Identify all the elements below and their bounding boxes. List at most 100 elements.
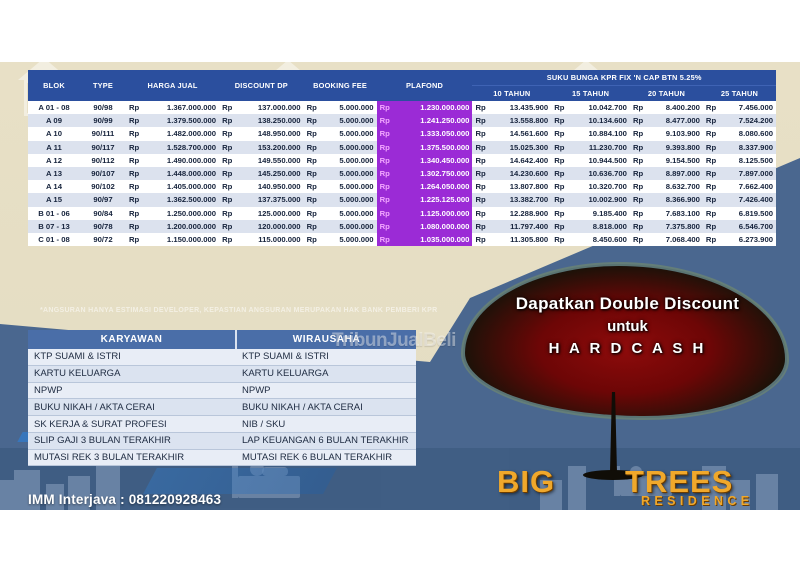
blok-cell: A 09 (28, 114, 80, 128)
table-footnote: *ANGSURAN HANYA ESTIMASI DEVELOPER, KEPA… (40, 307, 438, 314)
tenor-25-cell: 8.080.600 (721, 127, 776, 141)
building-icon (14, 470, 40, 510)
currency-symbol: Rp (376, 232, 399, 247)
tenor-10-cell: 15.025.300 (491, 140, 552, 154)
harga-jual-cell: 1.150.000.000 (145, 232, 220, 247)
harga-jual-cell: 1.367.000.000 (145, 101, 220, 115)
currency-symbol: Rp (376, 166, 399, 181)
tenor-15-cell: 10.042.700 (570, 101, 630, 115)
type-cell: 90/107 (80, 166, 126, 181)
currency-symbol: Rp (126, 140, 145, 154)
table-row: B 01 - 06 90/84 Rp 1.250.000.000 Rp 125.000.0… (28, 206, 776, 220)
tenor-25-cell: 8.337.900 (721, 140, 776, 154)
bed-icon (614, 466, 620, 496)
list-item: BUKU NIKAH / AKTA CERAI BUKU NIKAH / AKTA… (28, 398, 416, 417)
blok-cell: B 01 - 06 (28, 206, 80, 220)
currency-symbol: Rp (303, 193, 323, 207)
building-icon (96, 464, 120, 510)
tenor-15-cell: 10.320.700 (570, 180, 630, 194)
table-row: A 09 90/99 Rp 1.379.500.000 Rp 138.250.000 Rp 5… (28, 114, 776, 128)
wirausaha-requirement: BUKU NIKAH / AKTA CERAI (236, 398, 416, 417)
currency-symbol: Rp (376, 140, 399, 154)
currency-symbol: Rp (702, 140, 722, 154)
list-item: KARTU KELUARGA KARTU KELUARGA (28, 365, 416, 383)
tenor-25-cell: 6.273.900 (721, 232, 776, 247)
bed-icon (620, 476, 672, 496)
harga-jual-cell: 1.528.700.000 (145, 140, 220, 154)
booking-fee-cell: 5.000.000 (322, 193, 377, 207)
currency-symbol: Rp (303, 166, 323, 181)
blok-cell: A 15 (28, 193, 80, 207)
tree-base-icon (583, 470, 643, 480)
wirausaha-requirement: KTP SUAMI & ISTRI (236, 349, 416, 366)
wirausaha-requirement: NPWP (236, 382, 416, 400)
col-header-15-tahun: 15 TAHUN (551, 85, 630, 101)
tenor-25-cell: 7.662.400 (721, 180, 776, 194)
discount-dp-cell: 137.375.000 (238, 193, 304, 207)
building-icon (46, 484, 64, 510)
tenor-25-cell: 7.426.400 (721, 193, 776, 207)
table-row: A 01 - 08 90/98 Rp 1.367.000.000 Rp 137.000.0… (28, 101, 776, 115)
table-row: B 07 - 13 90/78 Rp 1.200.000.000 Rp 120.000.0… (28, 219, 776, 233)
building-icon (568, 466, 586, 510)
booking-fee-cell: 5.000.000 (322, 127, 377, 141)
currency-symbol: Rp (629, 166, 649, 181)
currency-symbol: Rp (219, 153, 239, 167)
karyawan-requirement: KTP SUAMI & ISTRI (28, 349, 236, 366)
currency-symbol: Rp (551, 153, 571, 167)
type-cell: 90/78 (80, 219, 126, 233)
blok-cell: A 13 (28, 166, 80, 181)
currency-symbol: Rp (472, 232, 492, 247)
tenor-25-cell: 6.546.700 (721, 219, 776, 233)
table-row: A 13 90/107 Rp 1.448.000.000 Rp 145.250.000 Rp… (28, 166, 776, 181)
building-icon (540, 480, 562, 510)
currency-symbol: Rp (629, 114, 649, 128)
blok-cell: A 01 - 08 (28, 101, 80, 115)
col-header-10-tahun: 10 TAHUN (472, 85, 552, 101)
currency-symbol: Rp (472, 140, 492, 154)
tenor-20-cell: 9.154.500 (648, 153, 703, 167)
booking-fee-cell: 5.000.000 (322, 153, 377, 167)
booking-fee-cell: 5.000.000 (322, 219, 377, 233)
requirements-table: KARYAWAN WIRAUSAHA KTP SUAMI & ISTRI KTP … (28, 330, 416, 467)
list-item: KTP SUAMI & ISTRI KTP SUAMI & ISTRI (28, 349, 416, 366)
list-item: SK KERJA & SURAT PROFESI NIB / SKU (28, 415, 416, 433)
currency-symbol: Rp (126, 127, 145, 141)
currency-symbol: Rp (702, 166, 722, 181)
karyawan-requirement: BUKU NIKAH / AKTA CERAI (28, 398, 236, 417)
tenor-15-cell: 9.185.400 (570, 206, 630, 220)
currency-symbol: Rp (126, 114, 145, 128)
blok-cell: A 14 (28, 180, 80, 194)
currency-symbol: Rp (629, 232, 649, 247)
col-header-discount-dp: DISCOUNT DP (219, 70, 304, 101)
building-icon (756, 474, 778, 510)
currency-symbol: Rp (472, 127, 492, 141)
karyawan-requirement: NPWP (28, 382, 236, 400)
currency-symbol: Rp (472, 193, 492, 207)
wirausaha-requirement: MUTASI REK 6 BULAN TERAKHIR (236, 449, 416, 467)
list-item: SLIP GAJI 3 BULAN TERAKHIR LAP KEUANGAN 6… (28, 432, 416, 450)
plafond-cell: 1.333.050.000 (398, 127, 473, 141)
table-row: A 11 90/117 Rp 1.528.700.000 Rp 153.200.000 Rp… (28, 140, 776, 154)
table-row: A 10 90/111 Rp 1.482.000.000 Rp 148.950.000 Rp… (28, 127, 776, 141)
swoosh-decoration (143, 468, 337, 494)
promo-subline: untuk (607, 318, 648, 335)
table-row: A 12 90/112 Rp 1.490.000.000 Rp 149.550.000 Rp… (28, 153, 776, 167)
tenor-10-cell: 12.288.900 (491, 206, 552, 220)
discount-dp-cell: 137.000.000 (238, 101, 304, 115)
harga-jual-cell: 1.200.000.000 (145, 219, 220, 233)
discount-dp-cell: 148.950.000 (238, 127, 304, 141)
currency-symbol: Rp (126, 193, 145, 207)
table-row: A 15 90/97 Rp 1.362.500.000 Rp 137.375.000 Rp 5… (28, 193, 776, 207)
plafond-cell: 1.230.000.000 (398, 101, 473, 115)
booking-fee-cell: 5.000.000 (322, 114, 377, 128)
booking-fee-cell: 5.000.000 (322, 140, 377, 154)
tenor-20-cell: 8.400.200 (648, 101, 703, 115)
tenor-10-cell: 14.230.600 (491, 166, 552, 181)
tenor-25-cell: 7.524.200 (721, 114, 776, 128)
currency-symbol: Rp (629, 153, 649, 167)
currency-symbol: Rp (629, 101, 649, 115)
currency-symbol: Rp (551, 193, 571, 207)
flyer-artboard: BLOK TYPE HARGA JUAL DISCOUNT DP BOOKING… (0, 62, 800, 510)
